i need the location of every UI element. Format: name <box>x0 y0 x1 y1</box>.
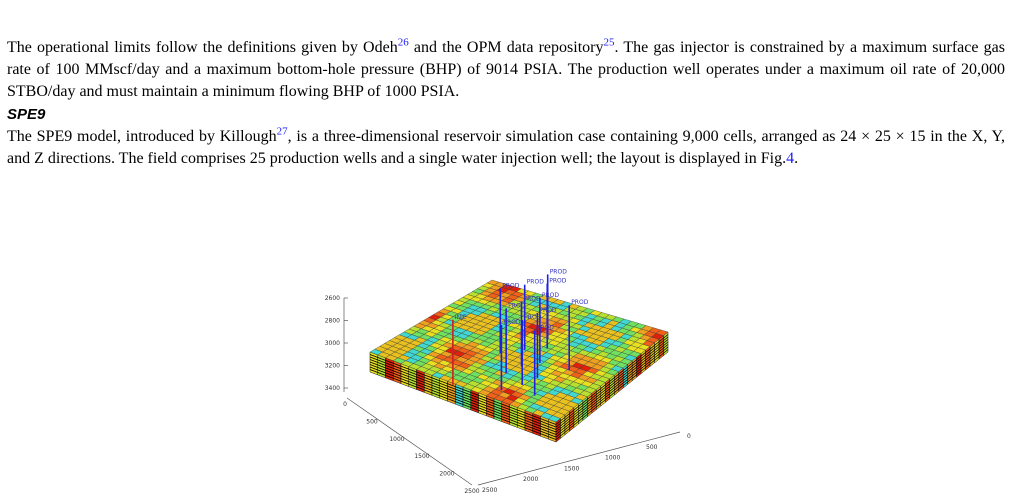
side-face-layer <box>369 366 557 438</box>
text: The operational limits follow the defini… <box>7 39 398 56</box>
well-label: PROD <box>508 302 526 309</box>
side-face-layer <box>369 359 557 430</box>
side-face-layer <box>369 364 557 435</box>
well-label: PROD <box>527 279 545 286</box>
side-face-layer <box>369 356 557 428</box>
side-face-layer <box>369 354 557 425</box>
well-label: PROD <box>571 299 589 306</box>
axis-line <box>477 431 681 486</box>
well-label: PROD <box>542 292 560 299</box>
well-label: PROD <box>539 307 557 314</box>
x-tick-label: 0 <box>343 401 347 408</box>
y-tick-label: 2000 <box>523 476 538 483</box>
side-face-layer <box>555 334 669 425</box>
side-face-layer <box>555 341 669 433</box>
well-label: INJE <box>455 314 467 321</box>
text: The SPE9 model, introduced by Killough <box>7 128 277 145</box>
text: and the OPM data repository <box>408 39 604 56</box>
z-tick-label: 2800 <box>325 318 340 325</box>
grid-cell <box>655 329 669 336</box>
figure-link[interactable]: 4 <box>786 150 795 167</box>
z-tick-label: 2600 <box>325 295 340 302</box>
text: . <box>794 150 799 167</box>
x-tick-label: 1000 <box>389 436 404 443</box>
side-face-layer <box>369 369 557 440</box>
side-face-layer <box>369 361 557 433</box>
side-face-layer <box>555 339 669 430</box>
citation[interactable]: 26 <box>397 36 409 49</box>
section-heading: SPE9 <box>7 106 46 123</box>
y-tick-label: 1000 <box>605 455 620 462</box>
side-face-layer <box>555 346 669 438</box>
well-label: PROD <box>550 268 568 275</box>
well-label: PROD <box>549 278 567 285</box>
side-face-layer <box>555 336 669 428</box>
text: , is a three-dimensional reservoir simul… <box>7 128 1005 167</box>
y-tick-label: 0 <box>687 433 691 440</box>
citation[interactable]: 25 <box>603 36 615 49</box>
z-tick-label: 3400 <box>325 385 340 392</box>
side-face-layer <box>555 349 669 440</box>
well-label: PROD <box>524 314 542 321</box>
text: . The gas injector is constrained by a m… <box>7 39 1006 100</box>
z-tick-label: 3000 <box>325 340 340 347</box>
well-label: PROD <box>502 282 520 289</box>
well-label: PROD <box>503 319 521 326</box>
paragraph: The operational limits follow the defini… <box>7 37 1005 103</box>
y-tick-label: 1500 <box>564 465 579 472</box>
y-tick-label: 500 <box>646 444 658 451</box>
x-tick-label: 500 <box>366 418 378 425</box>
z-tick-label: 3200 <box>325 363 340 370</box>
y-tick-label: 2500 <box>482 487 497 494</box>
x-tick-label: 2000 <box>439 471 454 478</box>
x-tick-label: 2500 <box>464 488 479 495</box>
well-label: PROD <box>537 325 555 332</box>
axis-line <box>346 397 473 486</box>
citation[interactable]: 27 <box>276 125 288 138</box>
x-tick-label: 1500 <box>414 453 429 460</box>
side-face-layer <box>555 344 669 435</box>
well-label: PROD <box>524 296 542 303</box>
paragraph: The SPE9 model, introduced by Killough27… <box>7 126 1005 170</box>
